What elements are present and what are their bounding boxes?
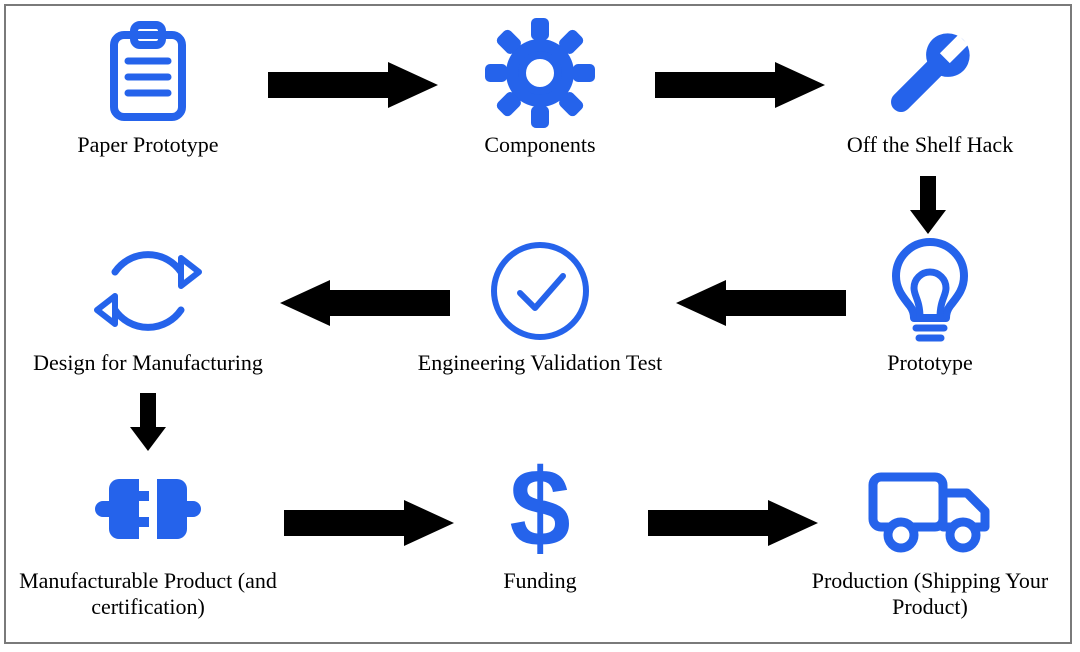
wrench-icon xyxy=(800,18,1060,128)
node-off-shelf-hack: Off the Shelf Hack xyxy=(800,18,1060,158)
arrow-down-1 xyxy=(910,176,946,234)
arrow-right-2 xyxy=(655,62,825,108)
plug-icon xyxy=(18,454,278,564)
label-production: Production (Shipping Your Product) xyxy=(800,568,1060,621)
label-components: Components xyxy=(410,132,670,158)
arrow-down-2 xyxy=(130,393,166,451)
label-funding: Funding xyxy=(410,568,670,594)
arrow-left-2 xyxy=(280,280,450,326)
node-components: Components xyxy=(410,18,670,158)
node-dfm: Design for Manufacturing xyxy=(18,236,278,376)
gear-icon xyxy=(410,18,670,128)
arrow-left-1 xyxy=(676,280,846,326)
clipboard-icon xyxy=(18,18,278,128)
svg-text:$: $ xyxy=(509,454,570,564)
label-evt: Engineering Validation Test xyxy=(410,350,670,376)
truck-icon xyxy=(800,454,1060,564)
arrow-right-3 xyxy=(284,500,454,546)
label-dfm: Design for Manufacturing xyxy=(18,350,278,376)
label-paper-prototype: Paper Prototype xyxy=(18,132,278,158)
node-paper-prototype: Paper Prototype xyxy=(18,18,278,158)
arrow-right-4 xyxy=(648,500,818,546)
label-manufacturable: Manufacturable Product (and certificatio… xyxy=(18,568,278,621)
label-off-shelf-hack: Off the Shelf Hack xyxy=(800,132,1060,158)
node-manufacturable: Manufacturable Product (and certificatio… xyxy=(18,454,278,621)
label-prototype: Prototype xyxy=(800,350,1060,376)
node-production: Production (Shipping Your Product) xyxy=(800,454,1060,621)
cycle-icon xyxy=(18,236,278,346)
arrow-right-1 xyxy=(268,62,438,108)
